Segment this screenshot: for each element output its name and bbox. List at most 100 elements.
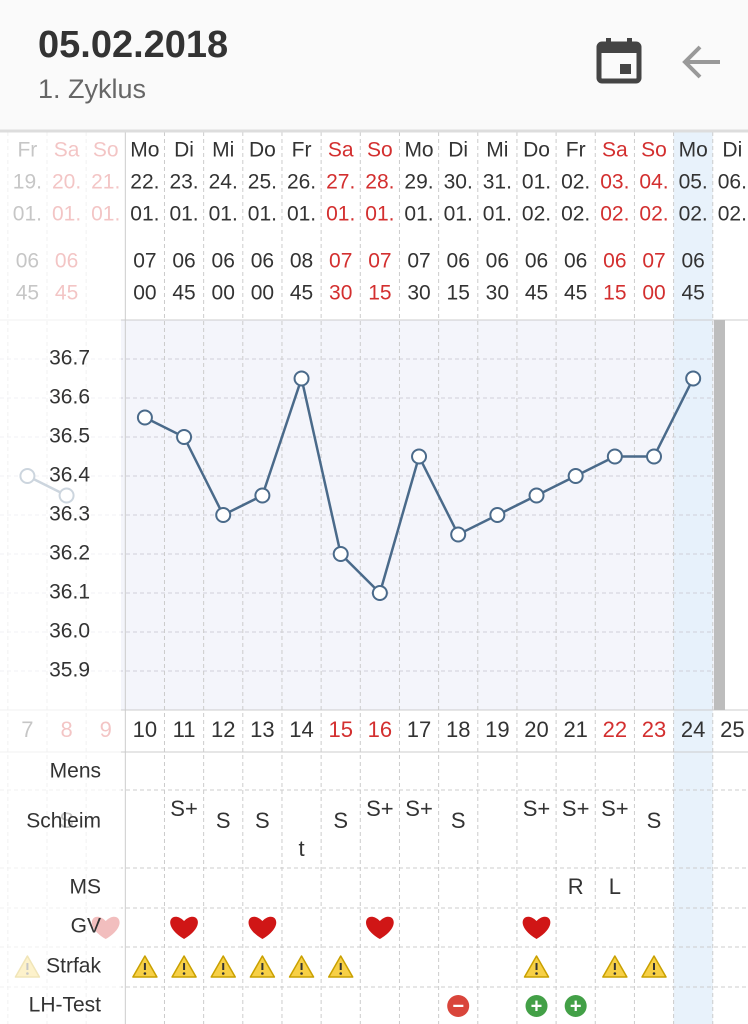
cycle-day: 16 bbox=[368, 717, 392, 742]
cell-text: S+ bbox=[366, 796, 394, 821]
column-weekday: Fr bbox=[292, 139, 312, 162]
column-weekday: Do bbox=[249, 139, 276, 162]
column-month: 01. bbox=[404, 203, 433, 226]
test-icon bbox=[525, 995, 548, 1017]
labels: Mens Schleim MS GV Strfak LH-Test 35.9 36.0 36.1… bbox=[26, 347, 101, 1017]
column-weekday: Di bbox=[722, 139, 742, 162]
overlay bbox=[0, 130, 121, 1024]
column-day: 25. bbox=[248, 171, 277, 194]
warning-dot bbox=[261, 972, 264, 975]
column-minute: 00 bbox=[251, 282, 274, 305]
column-weekday: So bbox=[641, 139, 667, 162]
temperature-point bbox=[371, 585, 388, 601]
cell-text: L bbox=[609, 874, 621, 899]
column-weekday: Mo bbox=[679, 139, 708, 162]
column-hour: 06 bbox=[172, 250, 195, 273]
column-day: 03. bbox=[600, 171, 629, 194]
column-month: 01. bbox=[326, 203, 355, 226]
column-minute: 00 bbox=[133, 282, 156, 305]
column-minute: 00 bbox=[642, 282, 665, 305]
column-day: 31. bbox=[483, 171, 512, 194]
column-weekday: Mi bbox=[212, 139, 234, 162]
y-tick-label: 36.0 bbox=[49, 620, 90, 643]
row-label: Schleim bbox=[26, 810, 101, 833]
column-day: 23. bbox=[169, 171, 198, 194]
column-day: 27. bbox=[326, 171, 355, 194]
warning-dot bbox=[221, 972, 225, 975]
cycle-day: 11 bbox=[173, 717, 196, 742]
column-weekday: Fr bbox=[566, 139, 586, 162]
calendar-button[interactable] bbox=[596, 38, 642, 84]
column-minute: 45 bbox=[564, 282, 587, 305]
title: 05.02.2018 bbox=[38, 24, 228, 66]
column-day: 24. bbox=[209, 171, 238, 194]
heart-icon bbox=[248, 916, 277, 939]
column-minute: 15 bbox=[447, 282, 470, 305]
temperature-point bbox=[450, 526, 467, 543]
row-label: MS bbox=[70, 876, 102, 899]
temperature-point bbox=[489, 507, 506, 523]
column-month: 02. bbox=[679, 203, 708, 226]
column-day: 02. bbox=[561, 171, 590, 194]
cycle-day: 15 bbox=[328, 717, 352, 742]
column-minute: 45 bbox=[172, 282, 195, 305]
row-label: GV bbox=[71, 915, 101, 938]
column-month: 01. bbox=[209, 203, 238, 226]
cell-text: S+ bbox=[601, 796, 629, 821]
warning-dot bbox=[652, 972, 656, 975]
y-tick-label: 36.5 bbox=[49, 425, 90, 448]
cycle-day: 19 bbox=[485, 717, 509, 742]
calendar-mark[interactable] bbox=[620, 64, 631, 74]
temperature-point bbox=[254, 487, 271, 504]
column-day: 06. bbox=[718, 171, 747, 194]
column-month: 01. bbox=[483, 203, 512, 226]
column-hour: 07 bbox=[133, 250, 156, 273]
heart-icon bbox=[522, 916, 551, 939]
y-tick-label: 36.6 bbox=[49, 386, 90, 409]
column-month: 01. bbox=[248, 203, 277, 226]
cycle-day: 14 bbox=[289, 717, 313, 742]
cell-text: S bbox=[333, 808, 348, 833]
column-minute: 30 bbox=[407, 282, 430, 305]
calendar-icon-top[interactable] bbox=[599, 44, 639, 53]
cell-text: R bbox=[568, 874, 584, 899]
calendar-ring[interactable] bbox=[627, 38, 632, 47]
column-weekday: Mi bbox=[486, 139, 508, 162]
cycle-day: 20 bbox=[524, 717, 548, 742]
column-hour: 07 bbox=[642, 250, 665, 273]
temperature-point bbox=[293, 370, 310, 387]
column-hour: 07 bbox=[407, 250, 430, 273]
cell-text: S bbox=[216, 808, 231, 833]
column-minute: 15 bbox=[368, 282, 391, 305]
cycle-day: 13 bbox=[250, 717, 274, 742]
y-tick-label: 36.7 bbox=[49, 347, 90, 370]
today-column bbox=[673, 132, 713, 1024]
heart-icon bbox=[170, 916, 198, 939]
column-hour: 06 bbox=[564, 250, 587, 273]
scrollbar bbox=[714, 320, 725, 710]
column-minute: 00 bbox=[212, 282, 235, 305]
test-icon bbox=[564, 995, 587, 1017]
test-symbol: + bbox=[570, 995, 582, 1017]
temperature-point bbox=[411, 448, 428, 465]
column-month: 02. bbox=[639, 203, 668, 226]
column-minute: 45 bbox=[290, 282, 313, 305]
cell-text: S bbox=[255, 808, 270, 833]
heart-icon bbox=[366, 916, 394, 939]
cycle-day: 22 bbox=[603, 717, 627, 742]
cycle-day: 21 bbox=[563, 717, 587, 742]
temperature-point bbox=[528, 487, 545, 504]
calendar-ring[interactable] bbox=[606, 38, 611, 47]
column-weekday: Di bbox=[448, 139, 468, 162]
column-weekday: Mo bbox=[130, 139, 159, 162]
column-day: 05. bbox=[679, 171, 708, 194]
column-hour: 07 bbox=[368, 250, 391, 273]
back-button[interactable] bbox=[682, 45, 720, 79]
warning-dot bbox=[300, 972, 303, 975]
column-day: 29. bbox=[404, 171, 433, 194]
column-weekday: Sa bbox=[602, 139, 628, 162]
cycle-day: 24 bbox=[681, 717, 705, 742]
row-label: Strfak bbox=[46, 955, 101, 978]
